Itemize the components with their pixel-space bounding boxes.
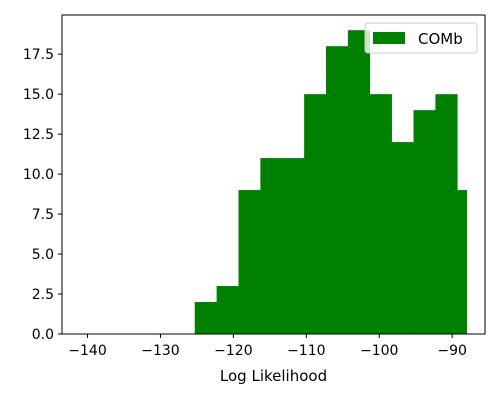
legend-box — [364, 22, 478, 54]
x-axis-ticks: −140 −130 −120 −110 −100 −90 — [68, 334, 467, 359]
x-tick-label: −130 — [141, 343, 179, 359]
x-tick-label: −110 — [287, 343, 325, 359]
y-tick-label: 17.5 — [23, 47, 54, 63]
histogram-bar — [260, 158, 283, 334]
x-tick-label: −140 — [68, 343, 106, 359]
histogram-bar — [194, 302, 217, 334]
y-tick-label: 5.0 — [32, 247, 54, 263]
plot-frame — [61, 14, 486, 335]
y-axis-ticks: 0.0 2.5 5.0 7.5 10.0 12.5 15.0 17.5 — [23, 47, 62, 343]
x-tick-label: −100 — [360, 343, 398, 359]
histogram-bar — [304, 94, 327, 334]
histogram-bar — [216, 286, 239, 334]
histogram-bar — [369, 94, 392, 334]
y-tick-label: 10.0 — [23, 167, 54, 183]
y-tick-label: 0.0 — [32, 327, 54, 343]
histogram-bar — [326, 46, 349, 334]
histogram-bars — [194, 30, 468, 334]
legend-label: COMb — [418, 30, 463, 48]
x-tick-label: −120 — [214, 343, 252, 359]
x-tick-label: −90 — [437, 343, 467, 359]
x-axis-label: Log Likelihood — [220, 367, 327, 385]
histogram-bar — [435, 94, 458, 334]
histogram-bar — [391, 142, 414, 334]
y-tick-label: 12.5 — [23, 127, 54, 143]
histogram-bar — [238, 190, 261, 334]
y-tick-label: 7.5 — [32, 207, 54, 223]
legend-swatch — [373, 32, 405, 44]
y-tick-label: 15.0 — [23, 87, 54, 103]
histogram-bar — [282, 158, 305, 334]
histogram-bar — [457, 190, 468, 334]
legend: COMb — [364, 22, 478, 54]
histogram-bar — [413, 110, 436, 334]
histogram-bar — [347, 30, 371, 334]
y-tick-label: 2.5 — [32, 287, 54, 303]
